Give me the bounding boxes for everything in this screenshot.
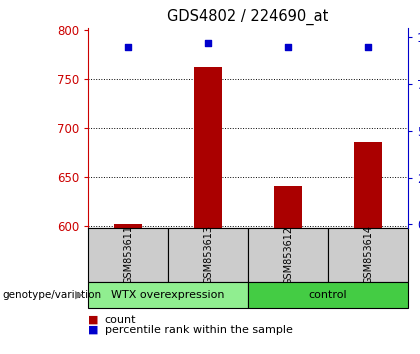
Text: control: control: [309, 290, 347, 300]
Title: GDS4802 / 224690_at: GDS4802 / 224690_at: [167, 9, 329, 25]
Point: [205, 40, 211, 46]
Text: GSM853612: GSM853612: [283, 225, 293, 285]
Bar: [328, 228, 408, 282]
Text: GSM853611: GSM853611: [123, 225, 133, 285]
Bar: [354, 142, 382, 228]
Point: [365, 44, 371, 50]
Text: ■: ■: [88, 315, 99, 325]
Bar: [194, 67, 222, 228]
Point: [285, 44, 291, 50]
Text: ▶: ▶: [75, 290, 84, 300]
Bar: [114, 224, 142, 228]
Text: count: count: [105, 315, 136, 325]
Bar: [248, 282, 408, 308]
Text: ■: ■: [88, 325, 99, 335]
Bar: [248, 228, 328, 282]
Bar: [88, 228, 168, 282]
Text: WTX overexpression: WTX overexpression: [111, 290, 225, 300]
Point: [125, 44, 131, 50]
Bar: [88, 282, 248, 308]
Text: percentile rank within the sample: percentile rank within the sample: [105, 325, 293, 335]
Text: genotype/variation: genotype/variation: [2, 290, 101, 300]
Bar: [168, 228, 248, 282]
Text: GSM853613: GSM853613: [203, 225, 213, 285]
Text: GSM853614: GSM853614: [363, 225, 373, 285]
Bar: [274, 186, 302, 228]
